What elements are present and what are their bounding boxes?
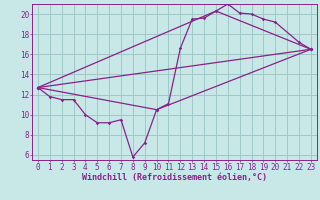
X-axis label: Windchill (Refroidissement éolien,°C): Windchill (Refroidissement éolien,°C) — [82, 173, 267, 182]
